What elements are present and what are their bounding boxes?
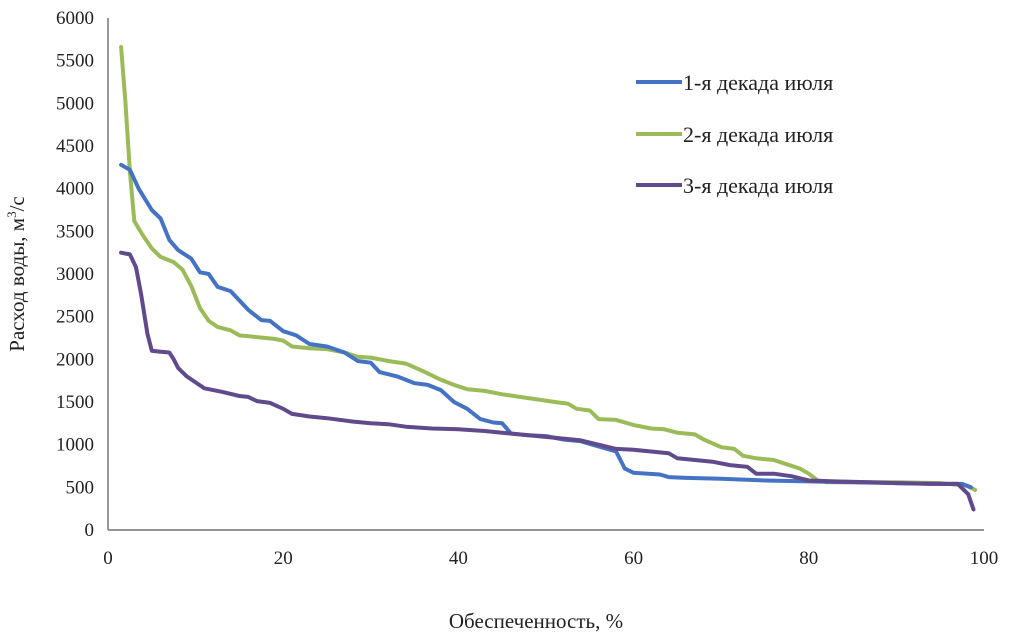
x-axis-title: Обеспеченность, % — [449, 609, 623, 633]
y-tick-label: 4000 — [56, 179, 94, 200]
legend: 1-я декада июля 2-я декада июля 3-я дека… — [636, 70, 833, 198]
x-tick-label: 20 — [274, 548, 293, 569]
y-axis-title-sup: 3 — [4, 211, 19, 218]
y-axis-title-base: Расход воды, м — [5, 218, 29, 352]
x-tick-label: 100 — [970, 548, 999, 569]
y-tick-label: 1000 — [56, 435, 94, 456]
y-tick-label: 3500 — [56, 221, 94, 242]
series-line-1 — [119, 162, 973, 490]
y-tick-label: 5000 — [56, 93, 94, 114]
y-tick-label: 1500 — [56, 392, 94, 413]
y-ticks: 0 500 1000 1500 2000 2500 3000 3500 4000 4500 5000… — [56, 8, 94, 541]
x-tick-label: 40 — [449, 548, 468, 569]
plot-area — [107, 18, 984, 531]
y-tick-label: 500 — [66, 477, 95, 498]
y-tick-label: 2000 — [56, 349, 94, 370]
series-line-3 — [119, 250, 976, 512]
x-ticks: 0 20 40 60 80 100 — [103, 548, 998, 569]
x-tick-label: 0 — [103, 548, 113, 569]
y-tick-label: 4500 — [56, 136, 94, 157]
y-tick-label: 3000 — [56, 264, 94, 285]
series-line-2 — [119, 45, 978, 492]
y-tick-label: 5500 — [56, 51, 94, 72]
x-tick-label: 80 — [799, 548, 818, 569]
legend-label-2: 2-я декада июля — [683, 122, 833, 147]
series-layer — [119, 45, 978, 512]
y-tick-label: 6000 — [56, 8, 94, 29]
y-axis-title-tail: /с — [5, 196, 29, 211]
x-tick-label: 60 — [624, 548, 643, 569]
y-axis-title: Расход воды, м3/с — [4, 196, 29, 351]
y-tick-label: 0 — [85, 520, 95, 541]
legend-label-1: 1-я декада июля — [683, 70, 833, 95]
legend-label-3: 3-я декада июля — [683, 173, 833, 198]
y-tick-label: 2500 — [56, 307, 94, 328]
